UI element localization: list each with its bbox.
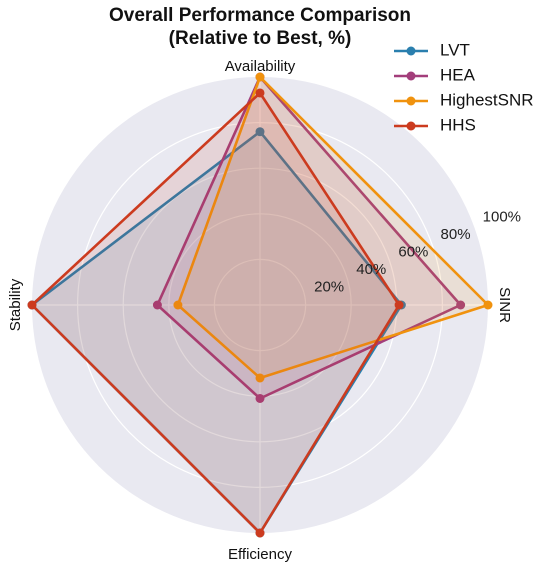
legend-label-hhs: HHS (440, 115, 476, 134)
legend-label-lvt: LVT (440, 40, 470, 59)
series-fill-lvt (32, 131, 402, 533)
tick-label-100: 100% (483, 209, 521, 226)
point-highestsnr-sinr (483, 300, 493, 310)
point-hea-efficiency (255, 393, 265, 403)
point-highestsnr-stability (173, 300, 183, 310)
point-hhs-efficiency (255, 528, 265, 538)
tick-label-60: 60% (398, 244, 428, 261)
point-hhs-availability (255, 88, 265, 98)
point-highestsnr-availability (255, 72, 265, 82)
axis-label-sinr: SINR (496, 287, 513, 323)
radar-series (27, 72, 493, 538)
axis-label-availability: Availability (225, 58, 296, 75)
axis-label-stability: Stability (7, 278, 24, 331)
series-highestsnr (173, 72, 493, 383)
legend-item-lvt: LVT (394, 40, 470, 59)
point-hhs-stability (27, 300, 37, 310)
legend-label-hea: HEA (440, 65, 476, 84)
axis-label-efficiency: Efficiency (228, 546, 292, 563)
point-hhs-sinr (394, 300, 404, 310)
radial-tick-labels: 20% 40% 60% 80% 100% (314, 209, 521, 296)
legend-item-highestsnr: HighestSNR (394, 90, 534, 109)
legend-swatch-marker-highestsnr (406, 96, 416, 106)
point-hea-sinr (456, 300, 466, 310)
legend-swatch-marker-lvt (406, 46, 416, 56)
chart-subtitle: (Relative to Best, %) (169, 28, 352, 49)
tick-label-40: 40% (356, 261, 386, 278)
series-fill-highestsnr (177, 77, 488, 378)
legend-swatch-marker-hhs (406, 121, 416, 131)
chart-title: Overall Performance Comparison (109, 5, 411, 26)
radar-grid (32, 77, 488, 533)
tick-label-20: 20% (314, 279, 344, 296)
axis-labels: Availability SINR Efficiency Stability (7, 58, 513, 563)
legend: LVT HEA HighestSNR HHS (394, 40, 534, 134)
legend-item-hhs: HHS (394, 115, 476, 134)
tick-label-80: 80% (441, 226, 471, 243)
legend-swatch-marker-hea (406, 71, 416, 81)
legend-item-hea: HEA (394, 65, 476, 84)
series-hhs (27, 88, 404, 538)
point-highestsnr-efficiency (255, 373, 265, 383)
point-hea-stability (152, 300, 162, 310)
series-fill-hhs (32, 93, 400, 533)
legend-label-highestsnr: HighestSNR (440, 90, 534, 109)
series-fill-hea (157, 77, 461, 399)
point-lvt-availability (255, 127, 265, 137)
